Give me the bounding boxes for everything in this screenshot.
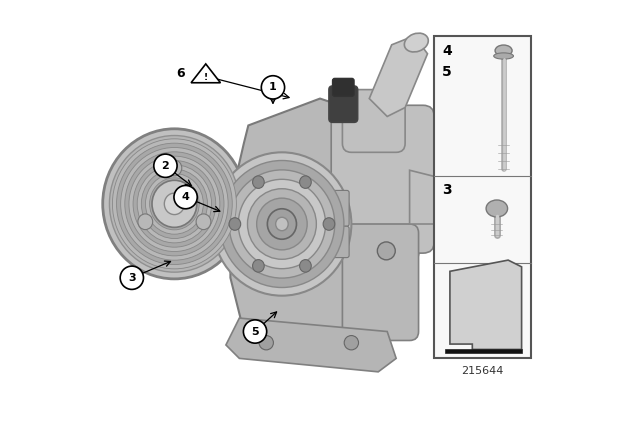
Polygon shape [410,170,450,224]
Ellipse shape [167,160,182,176]
Text: !: ! [204,73,208,82]
Circle shape [174,185,197,209]
Ellipse shape [229,170,335,278]
Ellipse shape [257,198,307,250]
Ellipse shape [196,214,211,230]
Text: 5: 5 [252,327,259,336]
FancyBboxPatch shape [327,190,349,226]
FancyBboxPatch shape [332,105,435,253]
Ellipse shape [116,143,232,264]
Ellipse shape [300,176,311,188]
Ellipse shape [486,200,508,217]
FancyBboxPatch shape [435,36,531,358]
Ellipse shape [133,160,216,247]
Ellipse shape [121,147,228,260]
FancyBboxPatch shape [342,90,405,152]
Ellipse shape [276,217,288,231]
Circle shape [378,242,396,260]
Polygon shape [369,36,428,116]
Ellipse shape [145,173,204,234]
Polygon shape [191,64,220,83]
Ellipse shape [493,53,513,59]
Ellipse shape [253,260,264,272]
Ellipse shape [125,152,224,256]
Text: 3: 3 [128,273,136,283]
Ellipse shape [137,165,212,243]
Text: 5: 5 [442,65,452,79]
Ellipse shape [150,178,199,230]
Text: 2: 2 [161,161,170,171]
Ellipse shape [323,218,335,230]
Ellipse shape [229,218,241,230]
Ellipse shape [253,176,264,188]
FancyBboxPatch shape [329,86,358,122]
Ellipse shape [102,129,246,279]
Ellipse shape [495,45,512,56]
Text: 215644: 215644 [461,366,504,376]
Ellipse shape [238,179,326,269]
Text: 1: 1 [269,82,277,92]
Circle shape [259,336,273,350]
Polygon shape [230,99,423,349]
Circle shape [344,336,358,350]
Ellipse shape [248,189,316,259]
FancyBboxPatch shape [327,226,349,258]
Ellipse shape [138,214,153,230]
Ellipse shape [141,169,207,238]
Ellipse shape [404,33,428,52]
Text: 6: 6 [176,67,185,81]
Circle shape [261,76,285,99]
Text: 3: 3 [442,183,452,197]
Ellipse shape [268,209,296,239]
Ellipse shape [109,135,239,272]
Ellipse shape [164,193,184,215]
Ellipse shape [212,152,351,296]
FancyBboxPatch shape [342,224,419,340]
Circle shape [120,266,143,289]
Ellipse shape [220,160,344,288]
Polygon shape [445,349,522,353]
Polygon shape [450,260,522,349]
Ellipse shape [152,180,197,228]
Ellipse shape [129,156,220,251]
Ellipse shape [300,260,311,272]
Text: 4: 4 [442,44,452,58]
Ellipse shape [113,139,236,269]
Circle shape [154,154,177,177]
Polygon shape [226,318,396,372]
FancyBboxPatch shape [333,78,354,96]
Text: 4: 4 [182,192,189,202]
Circle shape [243,320,267,343]
